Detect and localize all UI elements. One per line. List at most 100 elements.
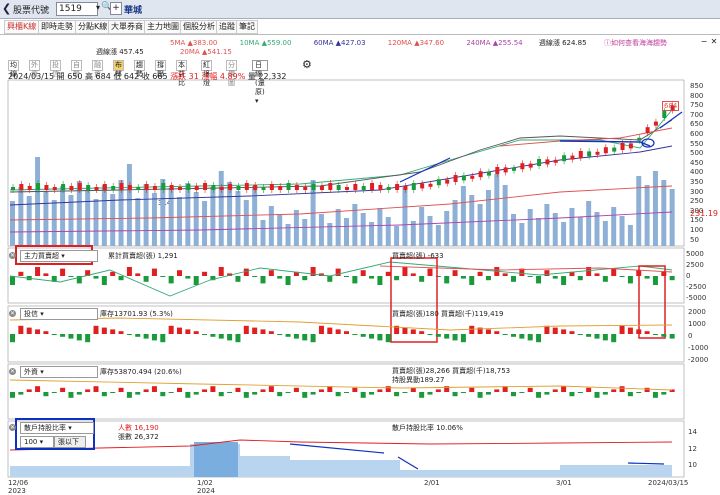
volume-bar <box>661 180 667 246</box>
panel2-bar <box>494 331 500 334</box>
toolbar-support[interactable]: 撐壓 <box>155 60 166 78</box>
toolbar-price-dist[interactable]: 分價圖 <box>226 60 237 87</box>
panel3-bar <box>277 392 283 397</box>
toolbar-ma[interactable]: 均線 <box>8 60 19 78</box>
panel3-select[interactable]: 外資 ▾ <box>20 366 98 378</box>
panel3-bar <box>544 392 550 395</box>
volume-bar <box>135 198 141 246</box>
panel1-bar <box>277 276 283 279</box>
volume-bar <box>202 201 208 246</box>
candle-body <box>436 179 441 186</box>
panel1-bar <box>310 267 316 276</box>
candle-body <box>345 187 349 190</box>
retail-arrow-3 <box>627 462 665 465</box>
panel4-count-select[interactable]: 100 ▾ <box>20 436 54 448</box>
volume-bar <box>502 185 508 246</box>
panel4-count-suffix[interactable]: 張以下 <box>54 436 86 448</box>
toolbar-pe[interactable]: 本益比 <box>176 60 187 87</box>
volume-bar <box>569 208 575 246</box>
volume-bar <box>218 171 224 246</box>
candle-body <box>395 184 400 190</box>
people-line <box>9 439 673 451</box>
toolbar-dealer[interactable]: 自營 <box>71 60 82 78</box>
panel3-bar <box>68 392 74 398</box>
panel3-bar <box>394 392 400 397</box>
panel3-bar <box>168 392 174 393</box>
week-line-a: 週線漲 624.85 <box>538 39 587 47</box>
panel1-bar <box>402 267 408 276</box>
panel1-bar <box>143 276 149 282</box>
panel3-close-icon[interactable]: ✕ <box>9 368 16 375</box>
panel2-bar <box>60 334 66 337</box>
search-icon[interactable]: 🔍 <box>101 2 113 12</box>
symbol-dropdown-icon[interactable]: ▾ <box>96 3 101 12</box>
symbol-input[interactable]: 1519 <box>56 2 98 16</box>
candle-body <box>102 184 107 190</box>
panel2-bar <box>210 334 216 337</box>
panel1-bar <box>185 276 191 279</box>
panel3-bar <box>577 392 583 393</box>
panel2-bar <box>193 331 199 334</box>
panel1-bar <box>661 271 667 276</box>
panel4-count-value: 100 <box>24 438 38 446</box>
panel1-bar <box>76 276 82 284</box>
panel3-bar <box>26 389 32 392</box>
trend-arrow-3 <box>659 111 683 129</box>
panel2-bar <box>135 334 141 337</box>
panel2-bar <box>218 334 224 339</box>
candle-body <box>486 171 491 176</box>
panel2-select[interactable]: 投信 ▾ <box>20 308 98 320</box>
toolbar-foreign[interactable]: 外資 <box>29 60 40 78</box>
panel1-bar <box>419 276 425 282</box>
volume-bar <box>527 209 533 246</box>
panel-frame <box>7 247 685 304</box>
panel1-axis-3: -2500 <box>686 283 707 291</box>
period-select[interactable]: 日線(還原) ▾ <box>252 60 268 105</box>
panel3-bar <box>427 392 433 395</box>
back-icon[interactable]: ❮ <box>2 2 12 15</box>
ohlc-low: 低 642 <box>113 72 140 81</box>
gear-icon[interactable]: ⚙ <box>302 58 312 71</box>
trend-help-link[interactable]: ⓘ如何查看海海趨勢 <box>604 39 667 47</box>
panel2-bar <box>310 334 316 343</box>
panel1-bar <box>118 276 124 281</box>
panel2-bar <box>118 331 124 334</box>
toolbar-trend[interactable]: 趨勢 <box>134 60 145 78</box>
toolbar-margin[interactable]: 融資 <box>92 60 103 78</box>
candle-body <box>445 179 450 184</box>
toolbar-trust[interactable]: 投信 <box>50 60 61 78</box>
panel3-bar <box>619 386 625 392</box>
panel2-close-icon[interactable]: ✕ <box>9 310 16 317</box>
panel1-select[interactable]: 主力買賣超 ▾ <box>20 250 98 262</box>
minimize-icon[interactable]: − <box>700 37 708 46</box>
panel2-axis-3: -1000 <box>688 344 709 352</box>
panel4-select[interactable]: 散戶持股比率 ▾ <box>20 422 94 434</box>
panel3-bar <box>177 387 182 392</box>
panel2-bar <box>652 334 658 335</box>
panel2-bar <box>360 334 366 337</box>
toolbar-bollinger[interactable]: 布林 <box>113 60 124 78</box>
panel1-bar <box>51 276 57 282</box>
candle-body <box>127 185 132 190</box>
panel1-close-icon[interactable]: ✕ <box>9 252 16 259</box>
volume-bar <box>385 217 391 246</box>
panel3-bar <box>594 392 600 398</box>
add-button[interactable]: + <box>110 2 122 15</box>
panel2-axis-2: 0 <box>688 332 693 340</box>
panel1-bar <box>577 276 583 281</box>
candle-body <box>528 163 533 168</box>
volume-bar <box>93 199 99 246</box>
toolbar-traffic[interactable]: 紅綠燈 <box>201 60 212 87</box>
panel2-bar <box>252 327 258 334</box>
panel1-bar <box>410 273 416 276</box>
panel1-bar <box>93 276 99 279</box>
price-axis-label: 750 <box>690 101 704 110</box>
panel1-bar <box>151 268 157 276</box>
volume-bar <box>544 204 550 246</box>
panel4-close-icon[interactable]: ✕ <box>9 424 16 431</box>
tab-notes[interactable]: 筆記 <box>236 20 258 34</box>
panel3-bar <box>477 392 483 398</box>
panel3-bar <box>193 392 199 395</box>
close-icon[interactable]: ✕ <box>710 37 718 46</box>
panel2-bar <box>327 327 333 334</box>
